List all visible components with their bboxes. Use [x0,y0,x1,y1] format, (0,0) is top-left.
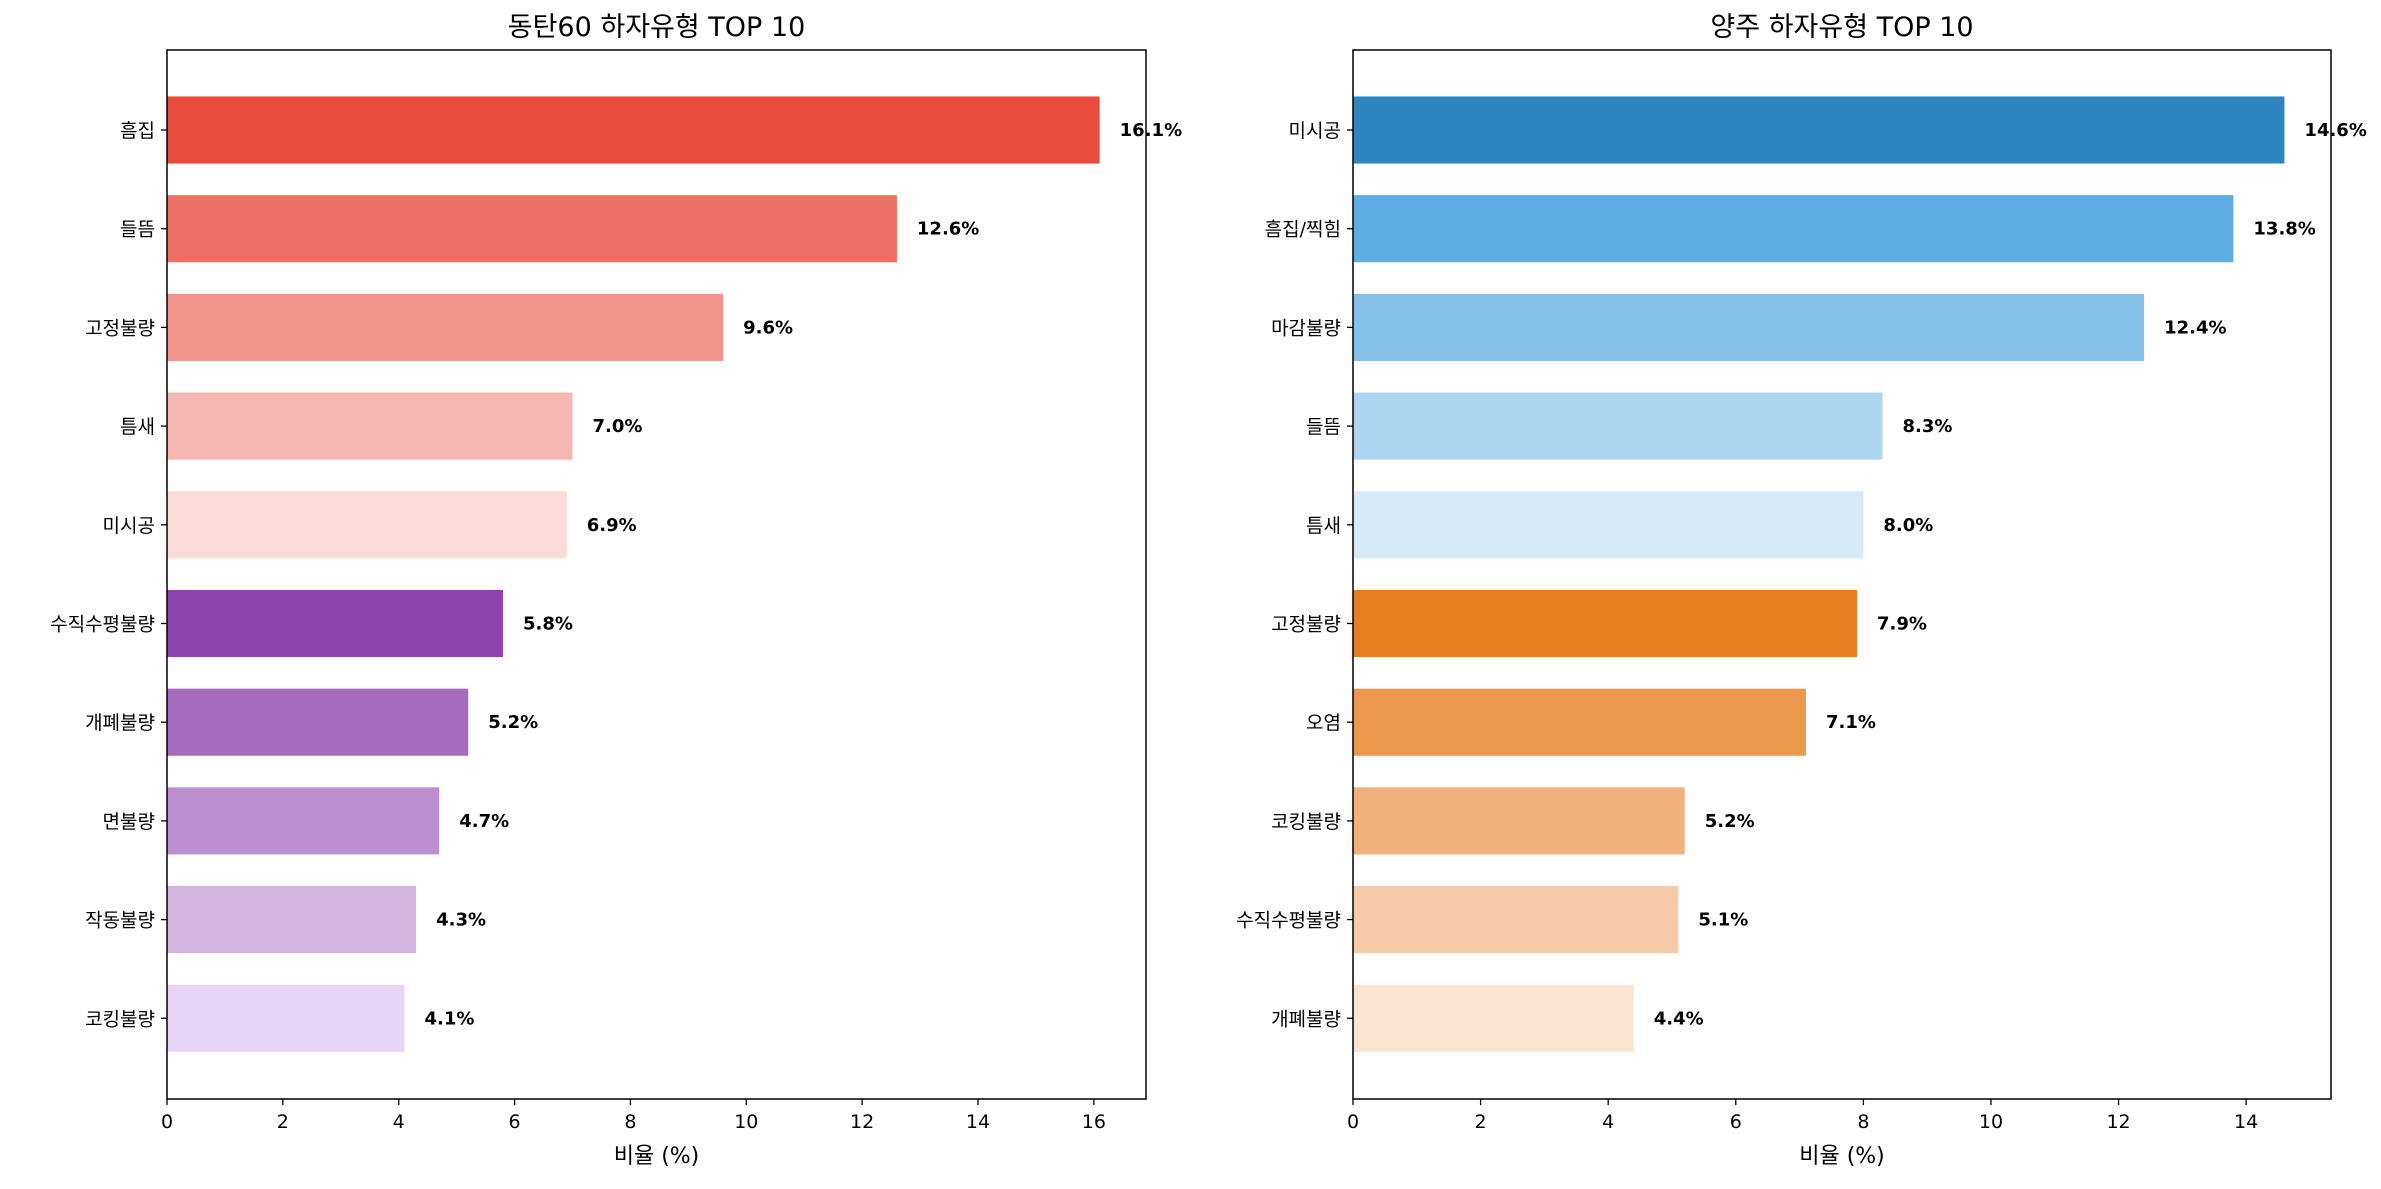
data-label: 8.3% [1903,416,1953,437]
chart-panel-1: 동탄60 하자유형 TOP 10 16.1% 흠집 12.6% 들뜸 9.6% 고정불량 7.… [50,12,1182,1169]
x-tick-label: 10 [1979,1111,2003,1133]
y-tick-label: 흠집 [120,120,155,142]
bar [1353,491,1864,559]
bar [1353,293,2145,361]
y-tick-label: 들뜸 [120,219,155,241]
y-tick-label: 마감불량 [1271,317,1341,339]
bar [1353,688,1806,756]
bar [167,392,573,460]
x-tick-label: 8 [624,1111,636,1133]
bar [1353,984,1634,1052]
y-tick-label: 수직수평불량 [1236,910,1341,932]
x-tick-label: 6 [1730,1111,1742,1133]
bar [167,886,417,954]
x-tick-label: 4 [393,1111,405,1133]
bar [167,787,440,855]
x-tick-label: 0 [1347,1111,1359,1133]
x-tick-label: 8 [1857,1111,1869,1133]
y-tick-label: 흠집/찍힘 [1265,219,1341,241]
y-tick-label: 들뜸 [1306,416,1341,438]
bar [1353,589,1857,658]
bar [1353,886,1679,954]
x-tick-label: 12 [2106,1111,2130,1133]
chart-panel-2: 양주 하자유형 TOP 10 14.6% 미시공 13.8% 흠집/찍힘 12.4% 마감불… [1236,12,2367,1169]
data-label: 4.4% [1654,1008,1704,1029]
data-label: 5.8% [523,614,573,635]
data-label: 7.9% [1877,614,1927,635]
y-tick-label: 코킹불량 [85,1008,155,1030]
bar [167,984,405,1052]
y-tick-label: 면불량 [103,811,155,833]
bar [167,293,724,361]
x-tick-label: 16 [1082,1111,1106,1133]
y-tick-label: 개폐불량 [85,712,155,734]
y-tick-label: 개폐불량 [1271,1008,1341,1030]
data-label: 5.2% [1705,811,1755,832]
bar [1353,96,2285,164]
bar [167,195,897,263]
y-tick-label: 고정불량 [1271,614,1341,636]
data-label: 5.1% [1698,910,1748,931]
axes-frame [1352,49,2332,1100]
y-tick-label: 수직수평불량 [50,614,155,636]
y-tick-label: 틈새 [120,416,155,438]
y-tick-label: 미시공 [103,515,155,537]
bar [167,491,567,559]
axes-frame [166,49,1147,1100]
x-tick-label: 14 [966,1111,990,1133]
bar [167,589,503,658]
y-tick-label: 작동불량 [85,910,155,932]
data-label: 4.3% [436,910,486,931]
y-tick-label: 고정불량 [85,317,155,339]
data-label: 4.7% [459,811,509,832]
data-label: 16.1% [1120,120,1182,141]
data-label: 9.6% [743,317,793,338]
data-label: 14.6% [2304,120,2366,141]
bar [1353,392,1883,460]
x-tick-label: 6 [509,1111,521,1133]
data-label: 6.9% [587,515,637,536]
x-tick-label: 12 [850,1111,874,1133]
data-label: 7.1% [1826,712,1876,733]
bar [1353,195,2234,263]
chart-title: 양주 하자유형 TOP 10 [1710,12,1973,43]
y-tick-label: 틈새 [1306,515,1341,537]
x-tick-label: 14 [2234,1111,2258,1133]
x-tick-label: 2 [1475,1111,1487,1133]
x-tick-label: 10 [734,1111,758,1133]
data-label: 7.0% [593,416,643,437]
data-label: 8.0% [1883,515,1933,536]
data-label: 4.1% [425,1008,475,1029]
x-tick-label: 0 [161,1111,173,1133]
chart-title: 동탄60 하자유형 TOP 10 [508,12,806,43]
bar [167,688,469,756]
data-label: 13.8% [2253,219,2315,240]
bar [1353,787,1685,855]
x-axis-label: 비율 (%) [1799,1144,1885,1169]
data-label: 12.6% [917,219,979,240]
x-axis-label: 비율 (%) [614,1144,700,1169]
y-tick-label: 코킹불량 [1271,811,1341,833]
bar [167,96,1100,164]
y-tick-label: 미시공 [1289,120,1341,142]
data-label: 5.2% [488,712,538,733]
y-tick-label: 오염 [1306,712,1341,734]
data-label: 12.4% [2164,317,2226,338]
x-tick-label: 4 [1602,1111,1614,1133]
x-tick-label: 2 [277,1111,289,1133]
